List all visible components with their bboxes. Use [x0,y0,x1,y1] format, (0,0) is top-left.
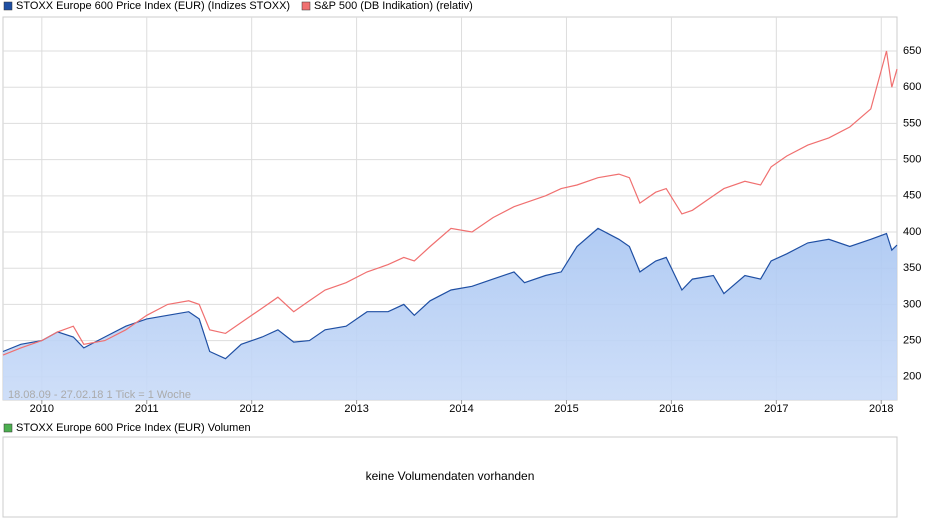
y-tick-label: 550 [903,117,921,129]
legend-swatch [3,423,13,433]
x-tick-label: 2014 [449,403,473,415]
x-tick-label: 2015 [554,403,578,415]
x-tick-label: 2016 [659,403,683,415]
y-tick-label: 500 [903,154,921,166]
y-tick-label: 650 [903,45,921,57]
y-tick-label: 250 [903,335,921,347]
legend-label: STOXX Europe 600 Price Index (EUR) (Indi… [16,0,290,12]
area [3,228,897,400]
volume-frame [2,436,898,518]
annotation: 18.08.09 - 27.02.18 1 Tick = 1 Woche [8,389,191,401]
y-tick-label: 600 [903,81,921,93]
legend-label: STOXX Europe 600 Price Index (EUR) Volum… [16,422,251,434]
x-tick-label: 2017 [764,403,788,415]
y-tick-label: 350 [903,262,921,274]
series-line [2,227,898,360]
y-tick-label: 400 [903,226,921,238]
x-tick-label: 2012 [239,403,263,415]
volume-message: keine Volumendaten vorhanden [366,469,535,483]
x-tick-label: 2018 [869,403,893,415]
y-tick-label: 300 [903,298,921,310]
x-tick-label: 2010 [30,403,54,415]
legend-swatch [3,1,13,11]
series-line [2,50,898,356]
y-tick-label: 450 [903,190,921,202]
x-tick-label: 2011 [135,403,159,415]
y-tick-label: 200 [903,371,921,383]
legend-label: S&P 500 (DB Indikation) (relativ) [314,0,473,12]
x-tick-label: 2013 [344,403,368,415]
legend-swatch [301,1,311,11]
